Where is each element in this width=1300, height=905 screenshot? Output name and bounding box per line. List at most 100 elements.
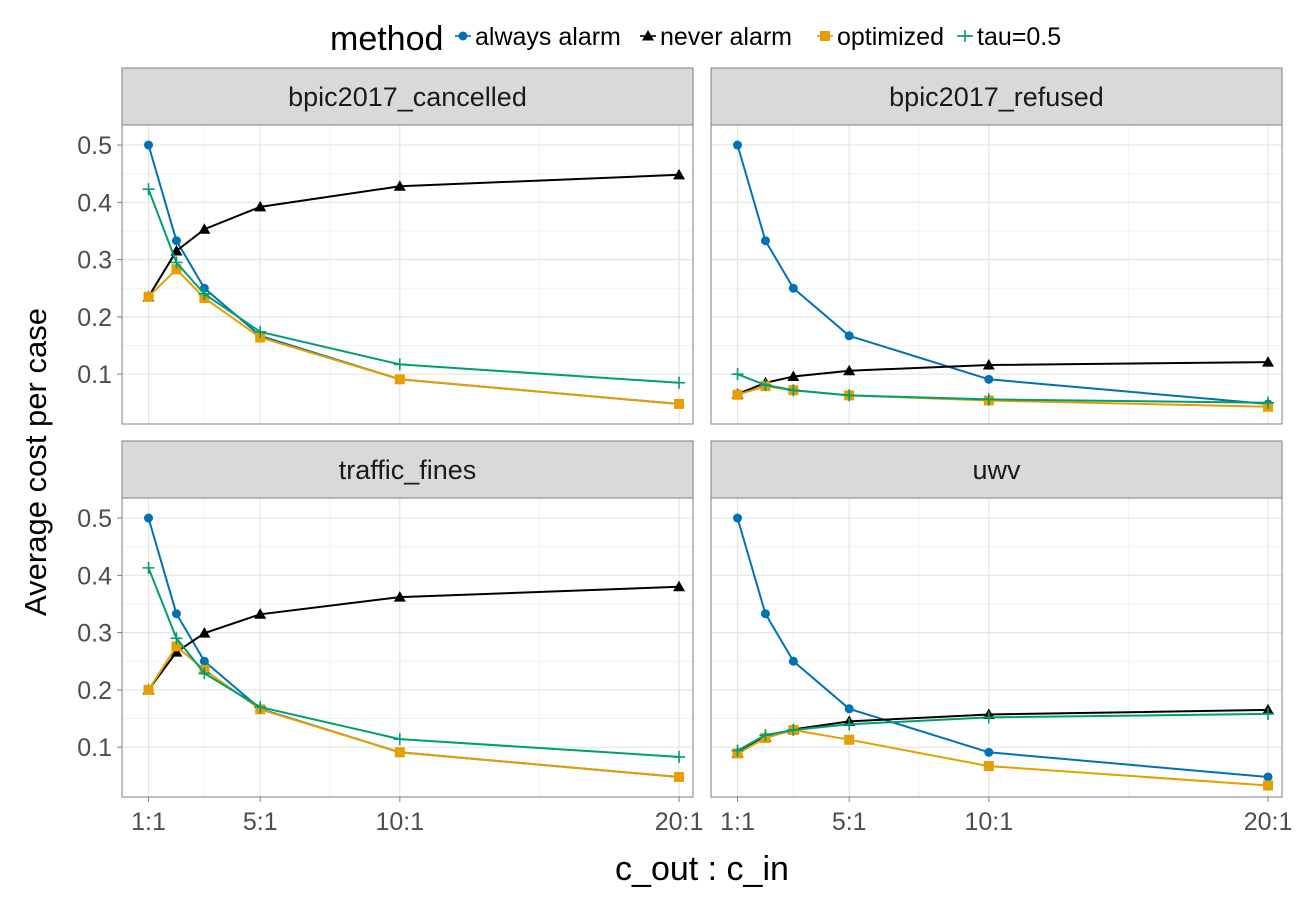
series-line-tau-0-5 [147,567,680,758]
panel-uwv: uwv 1:1 5:1 10:1 20:1 [710,440,1292,836]
data-point-always-alarm [788,283,798,293]
data-point-tau-0-5 [982,711,995,724]
data-point-always-alarm [844,704,854,714]
data-point-never-alarm [393,591,406,602]
data-point-tau-0-5 [673,376,686,389]
data-point-always-alarm [171,236,181,246]
data-point-tau-0-5 [1262,707,1275,720]
data-point-never-alarm [843,364,856,376]
data-point-tau-0-5 [254,701,267,714]
data-point-optimized [732,389,743,400]
panel-title: bpic2017_refused [889,82,1104,112]
data-point-always-alarm [1263,772,1273,782]
legend-marker-never-alarm [642,30,654,41]
panel-strip [710,440,1283,499]
data-point-always-alarm [144,140,154,150]
data-point-never-alarm [673,168,686,180]
data-point-tau-0-5 [393,733,406,746]
legend: method always alarm never alarm optimized t… [330,20,1061,58]
data-point-always-alarm [733,513,743,523]
data-point-tau-0-5 [142,561,155,574]
series-tau-0-5 [142,561,686,763]
gridlines [711,498,1282,797]
y-tick-label: 0.3 [77,620,112,648]
data-point-never-alarm [982,359,995,370]
data-point-optimized [143,684,154,695]
data-point-optimized [674,398,685,409]
legend-marker-always-alarm [458,31,468,41]
panel-bpic2017-refused: bpic2017_refused [710,67,1283,425]
panel-border [710,497,1283,798]
series-tau-0-5 [142,183,686,389]
panel-strip [710,67,1283,126]
panel-strip [121,67,694,126]
data-point-tau-0-5 [254,325,267,338]
panel-border [121,124,694,425]
data-point-tau-0-5 [843,718,856,731]
panel-title: uwv [972,455,1021,485]
data-point-never-alarm [254,608,267,619]
series-line-tau-0-5 [737,712,1269,752]
data-point-optimized [844,734,855,745]
data-point-never-alarm [393,180,406,191]
data-point-always-alarm [788,656,798,666]
y-tick-label: 0.1 [77,361,112,389]
data-point-always-alarm [144,513,154,523]
data-point-tau-0-5 [787,384,800,397]
x-tick-label: 10:1 [375,808,424,836]
legend-label-never-alarm: never alarm [660,23,792,51]
data-point-tau-0-5 [198,287,211,300]
series-line-always-alarm [736,144,1269,405]
data-point-tau-0-5 [759,729,772,742]
x-tick-label: 1:1 [720,808,755,836]
y-tick-label: 0.3 [77,247,112,275]
legend-item-tau-0-5: tau=0.5 [957,23,1061,51]
panel-title: traffic_fines [339,455,477,485]
y-tick-label: 0.4 [77,189,112,217]
data-point-optimized [394,747,405,758]
y-tick-label: 0.5 [77,505,112,533]
x-tick-label: 10:1 [964,808,1013,836]
data-point-optimized [394,374,405,385]
legend-label-optimized: optimized [837,23,944,51]
data-point-always-alarm [199,656,209,666]
y-tick-label: 0.1 [77,734,112,762]
data-point-optimized [983,761,994,772]
series-always-alarm [733,513,1273,782]
data-point-always-alarm [760,609,770,619]
panel-border [710,124,1283,425]
panel-title: bpic2017_cancelled [288,82,527,112]
panel-border [121,497,694,798]
data-point-always-alarm [984,374,994,384]
gridlines [122,498,693,797]
data-point-tau-0-5 [787,723,800,736]
series-tau-0-5 [731,707,1275,757]
y-tick-label: 0.5 [77,132,112,160]
data-point-optimized [674,771,685,782]
series-line-tau-0-5 [147,188,680,384]
data-point-always-alarm [760,236,770,246]
data-point-tau-0-5 [982,393,995,406]
data-point-tau-0-5 [843,389,856,402]
series-tau-0-5 [731,368,1275,409]
y-axis-label: Average cost per case [18,308,53,616]
data-point-tau-0-5 [673,750,686,763]
series-line-always-alarm [736,517,1269,778]
data-point-optimized [171,264,182,275]
data-point-never-alarm [198,627,211,638]
data-point-tau-0-5 [393,358,406,371]
data-point-tau-0-5 [142,183,155,196]
x-axis-label: c_out : c_in [615,850,789,888]
data-point-always-alarm [984,747,994,757]
data-point-tau-0-5 [198,667,211,680]
data-point-tau-0-5 [731,744,744,757]
legend-title: method [330,20,443,58]
y-tick-label: 0.4 [77,562,112,590]
gridlines [122,125,693,424]
panel-bpic2017-cancelled: bpic2017_cancelled 0.1 0.2 0.3 0.4 0.5 [77,67,694,425]
legend-marker-optimized [820,31,830,41]
data-point-optimized [143,291,154,302]
data-point-never-alarm [787,370,800,381]
legend-marker-tau-0-5 [959,30,971,42]
